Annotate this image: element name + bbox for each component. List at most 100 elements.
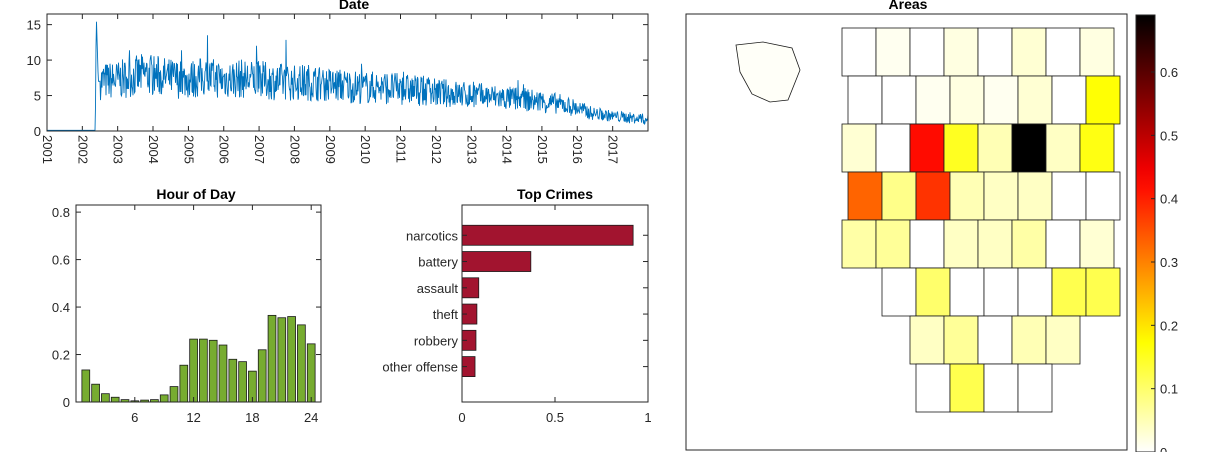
map-region bbox=[881, 171, 917, 221]
colorbar-tick-label: 0.3 bbox=[1160, 255, 1178, 270]
date-x-tick-label: 2012 bbox=[429, 135, 444, 164]
date-x-tick-label: 2004 bbox=[146, 135, 161, 164]
hour-x-tick-label: 6 bbox=[131, 410, 138, 425]
date-x-tick-label: 2007 bbox=[252, 135, 267, 164]
hour-x-tick-label: 18 bbox=[245, 410, 259, 425]
top-crimes-panel: Top Crimes narcotics battery assault theft r… bbox=[382, 186, 651, 425]
map-region bbox=[909, 219, 945, 269]
date-x-tick-label: 2005 bbox=[181, 135, 196, 164]
map-region bbox=[943, 27, 979, 77]
map-region bbox=[983, 267, 1019, 317]
hour-bar bbox=[267, 314, 277, 403]
hour-bar bbox=[199, 338, 208, 403]
map-region bbox=[1011, 27, 1047, 77]
map-region bbox=[1085, 267, 1121, 317]
date-x-tick-label: 2014 bbox=[500, 135, 515, 164]
colorbar-tick-label: 0.5 bbox=[1160, 128, 1178, 143]
map-region bbox=[1017, 363, 1053, 413]
crime-category-label: assault bbox=[417, 281, 459, 296]
date-y-tick-label: 5 bbox=[34, 89, 41, 104]
map-region bbox=[949, 171, 985, 221]
date-x-tick-label: 2010 bbox=[358, 135, 373, 164]
hour-bar bbox=[110, 396, 120, 403]
date-y-axis: 0 5 10 15 bbox=[27, 18, 648, 139]
map-region bbox=[943, 219, 979, 269]
map-region bbox=[949, 267, 985, 317]
areas-map-panel: Areas 0 0.1 0.2 0.3 0.4 0.5 0.6 bbox=[685, 0, 1178, 452]
map-region bbox=[909, 123, 945, 173]
map-region bbox=[1085, 75, 1121, 125]
crime-category-labels: narcotics battery assault theft robbery other… bbox=[382, 228, 648, 375]
map-region bbox=[915, 171, 951, 221]
crimes-plot-box bbox=[461, 204, 649, 403]
crimes-x-tick-label: 1 bbox=[644, 410, 651, 425]
hour-bar bbox=[208, 339, 218, 403]
colorbar-tick-label: 0 bbox=[1160, 445, 1167, 452]
colorbar-tick-label: 0.6 bbox=[1160, 65, 1178, 80]
hour-y-tick-label: 0.4 bbox=[52, 300, 70, 315]
map-regions bbox=[735, 27, 1121, 413]
map-region bbox=[841, 27, 877, 77]
map-region bbox=[875, 123, 911, 173]
map-region bbox=[1079, 219, 1115, 269]
crime-category-label: narcotics bbox=[406, 228, 459, 243]
map-region bbox=[1045, 27, 1081, 77]
hour-bar bbox=[257, 349, 267, 403]
map-region bbox=[1011, 219, 1047, 269]
hour-bar bbox=[277, 317, 287, 403]
areas-chart-title: Areas bbox=[889, 0, 928, 12]
map-region bbox=[1079, 123, 1115, 173]
map-region bbox=[1051, 75, 1087, 125]
map-region bbox=[1045, 315, 1081, 365]
map-region bbox=[943, 123, 979, 173]
date-x-tick-label: 2006 bbox=[217, 135, 232, 164]
hour-of-day-panel: Hour of Day 0 0.2 0.4 0.6 0.8 6 12 18 24 bbox=[52, 186, 322, 425]
colorbar bbox=[1135, 14, 1156, 452]
map-region bbox=[1017, 267, 1053, 317]
hour-bar bbox=[287, 316, 296, 403]
hour-bar bbox=[306, 343, 316, 403]
crime-category-label: other offense bbox=[382, 360, 458, 375]
hour-y-tick-label: 0.6 bbox=[52, 253, 70, 268]
map-region bbox=[1051, 267, 1087, 317]
map-region bbox=[977, 123, 1013, 173]
map-region bbox=[977, 315, 1013, 365]
date-x-tick-label: 2001 bbox=[40, 135, 55, 164]
hour-plot-box bbox=[75, 204, 322, 403]
map-region bbox=[875, 219, 911, 269]
map-region bbox=[1085, 171, 1121, 221]
hour-x-tick-label: 24 bbox=[304, 410, 318, 425]
hour-y-axis: 0 0.2 0.4 0.6 0.8 bbox=[52, 205, 321, 410]
map-region bbox=[977, 27, 1013, 77]
date-x-tick-label: 2002 bbox=[75, 135, 90, 164]
crimes-x-tick-label: 0.5 bbox=[546, 410, 564, 425]
crime-category-label: robbery bbox=[414, 333, 459, 348]
map-region bbox=[915, 363, 951, 413]
map-region bbox=[949, 363, 985, 413]
map-region bbox=[915, 75, 951, 125]
map-region bbox=[983, 75, 1019, 125]
hour-bars bbox=[81, 314, 316, 403]
date-x-tick-label: 2008 bbox=[287, 135, 302, 164]
date-y-tick-label: 15 bbox=[27, 18, 41, 33]
hour-chart-title: Hour of Day bbox=[156, 186, 236, 202]
date-time-series-panel: Date 0 5 10 15 2001 2002 2003 2004 2005 2006 2007… bbox=[27, 0, 649, 164]
hour-bar bbox=[179, 364, 189, 403]
map-region bbox=[735, 41, 801, 103]
map-region bbox=[841, 219, 877, 269]
crime-bars bbox=[461, 224, 634, 378]
hour-bar bbox=[228, 358, 238, 403]
hour-bar bbox=[297, 324, 306, 403]
date-x-tick-label: 2016 bbox=[570, 135, 585, 164]
crime-category-label: theft bbox=[433, 307, 459, 322]
hour-x-axis: 6 12 18 24 bbox=[131, 205, 318, 425]
crimes-chart-title: Top Crimes bbox=[517, 186, 593, 202]
colorbar-tick-label: 0.4 bbox=[1160, 192, 1178, 207]
map-region bbox=[983, 171, 1019, 221]
hour-y-tick-label: 0.2 bbox=[52, 348, 70, 363]
date-plot-box bbox=[46, 13, 649, 132]
map-region bbox=[1011, 123, 1047, 173]
map-region bbox=[881, 267, 917, 317]
date-x-tick-label: 2017 bbox=[606, 135, 621, 164]
